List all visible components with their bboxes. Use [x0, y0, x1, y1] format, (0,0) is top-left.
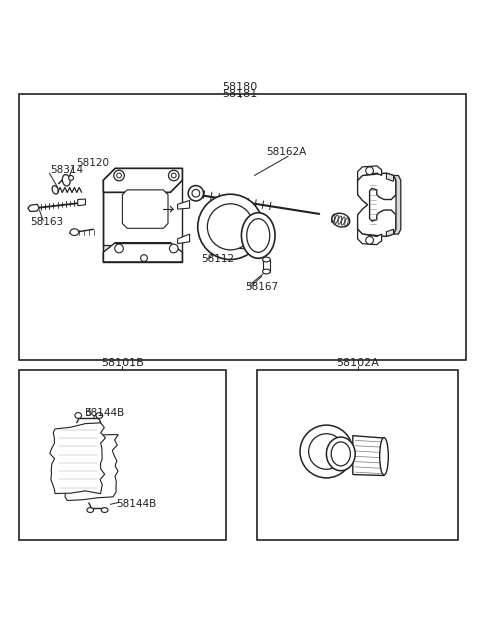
- Circle shape: [141, 255, 147, 261]
- Polygon shape: [103, 243, 182, 262]
- Circle shape: [169, 244, 178, 253]
- Polygon shape: [386, 173, 394, 181]
- Polygon shape: [50, 423, 106, 494]
- Bar: [19, 370, 226, 541]
- Polygon shape: [358, 166, 382, 180]
- Text: 58181: 58181: [222, 89, 258, 99]
- Text: 58120: 58120: [76, 158, 109, 167]
- Ellipse shape: [241, 213, 275, 258]
- Polygon shape: [358, 173, 396, 236]
- Polygon shape: [178, 234, 190, 243]
- Polygon shape: [78, 199, 85, 206]
- Ellipse shape: [326, 437, 355, 471]
- Text: 58144B: 58144B: [117, 499, 157, 509]
- Polygon shape: [103, 168, 182, 192]
- Ellipse shape: [101, 507, 108, 512]
- Ellipse shape: [52, 186, 58, 194]
- Ellipse shape: [263, 257, 270, 262]
- Ellipse shape: [87, 507, 94, 512]
- Text: 58112: 58112: [202, 254, 235, 265]
- Text: 58102A: 58102A: [336, 358, 379, 367]
- Circle shape: [115, 244, 123, 253]
- Ellipse shape: [96, 413, 103, 419]
- Ellipse shape: [70, 229, 79, 236]
- Text: 58167: 58167: [245, 282, 278, 292]
- Text: 58163: 58163: [30, 217, 63, 227]
- Text: 58314: 58314: [50, 165, 84, 174]
- Ellipse shape: [380, 438, 388, 475]
- Circle shape: [192, 189, 200, 197]
- Circle shape: [114, 170, 124, 181]
- Ellipse shape: [332, 213, 350, 227]
- Polygon shape: [386, 229, 394, 236]
- Polygon shape: [63, 435, 119, 500]
- Bar: [257, 370, 458, 541]
- Text: 58101B: 58101B: [101, 358, 144, 367]
- Circle shape: [188, 185, 204, 201]
- Circle shape: [198, 194, 263, 259]
- Text: 58180: 58180: [222, 82, 258, 92]
- Bar: [19, 94, 466, 360]
- Ellipse shape: [75, 413, 82, 419]
- Ellipse shape: [225, 208, 260, 254]
- Ellipse shape: [229, 213, 255, 249]
- Circle shape: [168, 170, 179, 181]
- Circle shape: [300, 425, 353, 478]
- Circle shape: [366, 167, 373, 174]
- Polygon shape: [178, 201, 190, 209]
- Ellipse shape: [263, 269, 270, 274]
- Ellipse shape: [62, 174, 70, 186]
- Circle shape: [366, 236, 373, 244]
- Polygon shape: [103, 192, 110, 252]
- Polygon shape: [358, 229, 382, 245]
- Ellipse shape: [247, 219, 270, 252]
- Circle shape: [86, 411, 91, 415]
- Polygon shape: [28, 204, 39, 212]
- Circle shape: [117, 173, 121, 178]
- Ellipse shape: [331, 442, 350, 466]
- Text: 58144B: 58144B: [84, 408, 124, 418]
- Circle shape: [171, 173, 176, 178]
- Polygon shape: [394, 176, 401, 234]
- Circle shape: [207, 204, 253, 250]
- Polygon shape: [263, 259, 270, 272]
- Circle shape: [309, 434, 344, 469]
- Polygon shape: [122, 190, 168, 228]
- Polygon shape: [353, 436, 384, 475]
- Text: 58162A: 58162A: [266, 148, 307, 157]
- Circle shape: [69, 176, 73, 180]
